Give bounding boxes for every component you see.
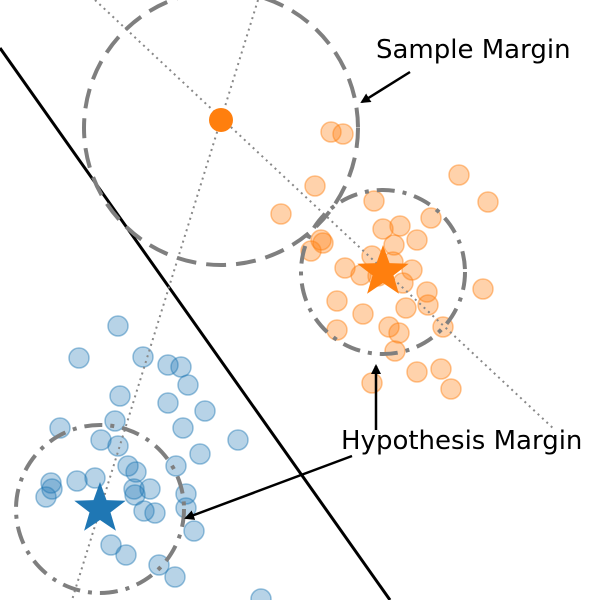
orange-sample-point xyxy=(320,121,342,143)
blue-sample-point xyxy=(90,429,112,451)
orange-sample-point xyxy=(312,232,334,254)
blue-sample-point xyxy=(40,472,62,494)
blue-sample-point xyxy=(170,356,192,378)
orange-sample-point xyxy=(448,164,470,186)
blue-sample-point xyxy=(194,400,216,422)
blue-sample-point xyxy=(107,435,129,457)
blue-sample-point xyxy=(66,470,88,492)
blue-sample-point xyxy=(132,346,154,368)
orange-sample-point xyxy=(472,278,494,300)
orange-sample-point xyxy=(270,203,292,225)
orange-sample-point xyxy=(332,123,354,145)
orange-sample-point xyxy=(304,175,326,197)
orange-sample-point xyxy=(388,322,410,344)
orange-sample-point xyxy=(406,361,428,383)
orange-sample-point xyxy=(420,207,442,229)
orange-sample-point xyxy=(401,259,423,281)
blue-sample-point xyxy=(109,385,131,407)
sample-margin-circle xyxy=(82,0,360,267)
blue-sample-point xyxy=(148,554,170,576)
blue-sample-point xyxy=(124,484,146,506)
orange-star-icon xyxy=(357,245,409,294)
orange-sample-point xyxy=(383,234,405,256)
blue-sample-point xyxy=(117,455,139,477)
highlighted-sample-dot xyxy=(209,108,233,132)
blue-sample-point xyxy=(107,315,129,337)
hypothesis-margin-label: Hypothesis Margin xyxy=(341,426,582,456)
sample-margin-label: Sample Margin xyxy=(376,35,571,65)
blue-sample-point xyxy=(189,443,211,465)
blue-sample-point xyxy=(123,478,145,500)
blue-sample-point xyxy=(144,502,166,524)
blue-class-points xyxy=(35,315,272,600)
orange-sample-point xyxy=(326,290,348,312)
blue-sample-point xyxy=(183,520,205,542)
orange-sample-point xyxy=(326,319,348,341)
blue-sample-point xyxy=(177,374,199,396)
orange-sample-point xyxy=(406,229,428,251)
orange-sample-point xyxy=(372,218,394,240)
orange-class-points xyxy=(270,121,499,400)
orange-sample-point xyxy=(395,297,417,319)
blue-sample-point xyxy=(133,500,155,522)
blue-sample-point xyxy=(41,478,63,500)
orange-sample-point xyxy=(363,190,385,212)
hypothesis-margin-arrow-left xyxy=(184,454,353,520)
sample-margin-arrow xyxy=(360,70,411,104)
blue-star-icon xyxy=(74,482,126,531)
decision-boundary-line xyxy=(0,47,392,600)
blue-sample-point xyxy=(164,566,186,588)
blue-sample-point xyxy=(139,478,161,500)
orange-sample-point xyxy=(417,294,439,316)
blue-sample-point xyxy=(227,429,249,451)
orange-sample-point xyxy=(477,191,499,213)
orange-sample-point xyxy=(361,372,383,394)
blue-sample-point xyxy=(157,392,179,414)
blue-sample-point xyxy=(172,417,194,439)
blue-sample-point xyxy=(125,461,147,483)
hypothesis-margin-circle-orange xyxy=(299,188,467,356)
blue-sample-point xyxy=(35,486,57,508)
blue-sample-point xyxy=(100,534,122,556)
orange-sample-point xyxy=(352,303,374,325)
orange-sample-point xyxy=(310,229,332,251)
orange-sample-point xyxy=(334,257,356,279)
blue-sample-point xyxy=(68,347,90,369)
orange-sample-point xyxy=(378,316,400,338)
orange-sample-point xyxy=(384,340,406,362)
blue-sample-point xyxy=(157,354,179,376)
blue-sample-point xyxy=(250,588,272,600)
orange-sample-point xyxy=(430,358,452,380)
blue-sample-point xyxy=(104,410,126,432)
hypothesis-margin-circle-blue xyxy=(14,423,186,595)
orange-sample-point xyxy=(389,215,411,237)
blue-sample-point xyxy=(115,544,137,566)
blue-sample-point xyxy=(165,455,187,477)
orange-sample-point xyxy=(416,281,438,303)
blue-sample-point xyxy=(84,467,106,489)
orange-sample-point xyxy=(440,378,462,400)
